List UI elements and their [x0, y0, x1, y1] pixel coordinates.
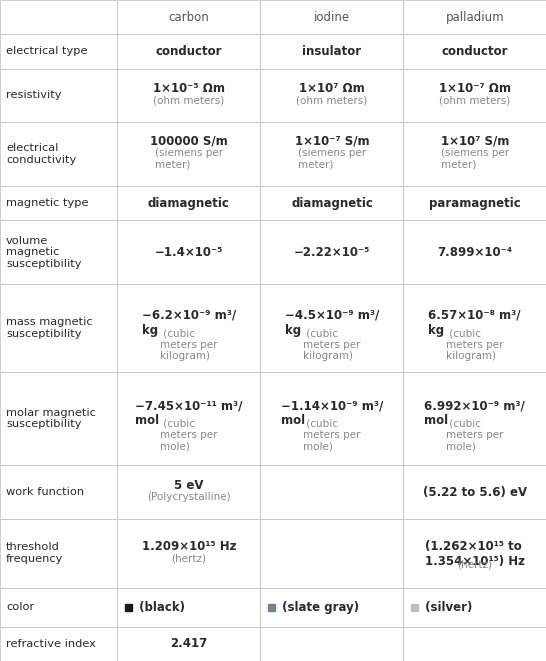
Text: (cubic
meters per
mole): (cubic meters per mole)	[446, 418, 503, 452]
Text: (Polycrystalline): (Polycrystalline)	[147, 492, 231, 502]
Text: (cubic
meters per
kilogram): (cubic meters per kilogram)	[446, 328, 503, 362]
Text: molar magnetic
susceptibility: molar magnetic susceptibility	[6, 408, 96, 430]
Text: (hertz): (hertz)	[457, 560, 492, 570]
Text: volume
magnetic
susceptibility: volume magnetic susceptibility	[6, 235, 81, 269]
Text: (cubic
meters per
mole): (cubic meters per mole)	[303, 418, 361, 452]
Text: (siemens per
meter): (siemens per meter)	[441, 147, 509, 169]
Text: 1×10⁷ S/m: 1×10⁷ S/m	[441, 135, 509, 147]
Text: resistivity: resistivity	[6, 91, 62, 100]
Text: 7.899×10⁻⁴: 7.899×10⁻⁴	[437, 246, 512, 258]
Text: (1.262×10¹⁵ to
1.354×10¹⁵) Hz: (1.262×10¹⁵ to 1.354×10¹⁵) Hz	[425, 540, 525, 568]
Text: palladium: palladium	[446, 11, 504, 24]
Text: conductor: conductor	[156, 45, 222, 58]
Text: color: color	[6, 602, 34, 612]
Text: (cubic
meters per
kilogram): (cubic meters per kilogram)	[303, 328, 361, 362]
Text: 6.992×10⁻⁹ m³/
mol: 6.992×10⁻⁹ m³/ mol	[424, 399, 525, 427]
Text: (silver): (silver)	[422, 601, 473, 613]
Text: refractive index: refractive index	[6, 639, 96, 649]
Text: (ohm meters): (ohm meters)	[296, 95, 367, 106]
Text: iodine: iodine	[314, 11, 350, 24]
Text: (slate gray): (slate gray)	[278, 601, 360, 613]
Text: 2.417: 2.417	[170, 637, 207, 650]
Text: electrical type: electrical type	[6, 46, 87, 56]
Text: magnetic type: magnetic type	[6, 198, 88, 208]
Text: 1×10⁷ Ωm: 1×10⁷ Ωm	[299, 83, 365, 95]
Text: carbon: carbon	[169, 11, 209, 24]
Text: (siemens per
meter): (siemens per meter)	[298, 147, 366, 169]
Text: diamagnetic: diamagnetic	[291, 197, 373, 210]
Text: 1×10⁻⁷ Ωm: 1×10⁻⁷ Ωm	[439, 83, 511, 95]
Text: −1.4×10⁻⁵: −1.4×10⁻⁵	[155, 246, 223, 258]
Text: mass magnetic
susceptibility: mass magnetic susceptibility	[6, 317, 93, 339]
Text: 5 eV: 5 eV	[174, 479, 204, 492]
Text: threshold
frequency: threshold frequency	[6, 543, 63, 564]
Text: −7.45×10⁻¹¹ m³/
mol: −7.45×10⁻¹¹ m³/ mol	[135, 399, 242, 427]
Text: insulator: insulator	[302, 45, 361, 58]
Bar	[126, 603, 132, 611]
Text: −1.14×10⁻⁹ m³/
mol: −1.14×10⁻⁹ m³/ mol	[281, 399, 383, 427]
Text: 1×10⁻⁷ S/m: 1×10⁻⁷ S/m	[295, 135, 369, 147]
Text: 100000 S/m: 100000 S/m	[150, 135, 228, 147]
Text: conductor: conductor	[442, 45, 508, 58]
Text: (5.22 to 5.6) eV: (5.22 to 5.6) eV	[423, 486, 527, 498]
Text: −4.5×10⁻⁹ m³/
kg: −4.5×10⁻⁹ m³/ kg	[285, 309, 379, 336]
Text: 1×10⁻⁵ Ωm: 1×10⁻⁵ Ωm	[153, 83, 225, 95]
Text: (cubic
meters per
mole): (cubic meters per mole)	[160, 418, 218, 452]
Text: work function: work function	[6, 487, 84, 497]
Text: −2.22×10⁻⁵: −2.22×10⁻⁵	[294, 246, 370, 258]
Text: 6.57×10⁻⁸ m³/
kg: 6.57×10⁻⁸ m³/ kg	[429, 309, 521, 336]
Text: diamagnetic: diamagnetic	[148, 197, 230, 210]
Text: (cubic
meters per
kilogram): (cubic meters per kilogram)	[160, 328, 218, 362]
Text: (ohm meters): (ohm meters)	[153, 95, 224, 106]
Text: electrical
conductivity: electrical conductivity	[6, 143, 76, 165]
Text: (hertz): (hertz)	[171, 553, 206, 563]
Bar	[269, 603, 275, 611]
Text: (ohm meters): (ohm meters)	[439, 95, 511, 106]
Bar	[412, 603, 418, 611]
Text: (black): (black)	[135, 601, 186, 613]
Text: (siemens per
meter): (siemens per meter)	[155, 147, 223, 169]
Text: 1.209×10¹⁵ Hz: 1.209×10¹⁵ Hz	[141, 540, 236, 553]
Text: −6.2×10⁻⁹ m³/
kg: −6.2×10⁻⁹ m³/ kg	[142, 309, 236, 336]
Text: paramagnetic: paramagnetic	[429, 197, 521, 210]
